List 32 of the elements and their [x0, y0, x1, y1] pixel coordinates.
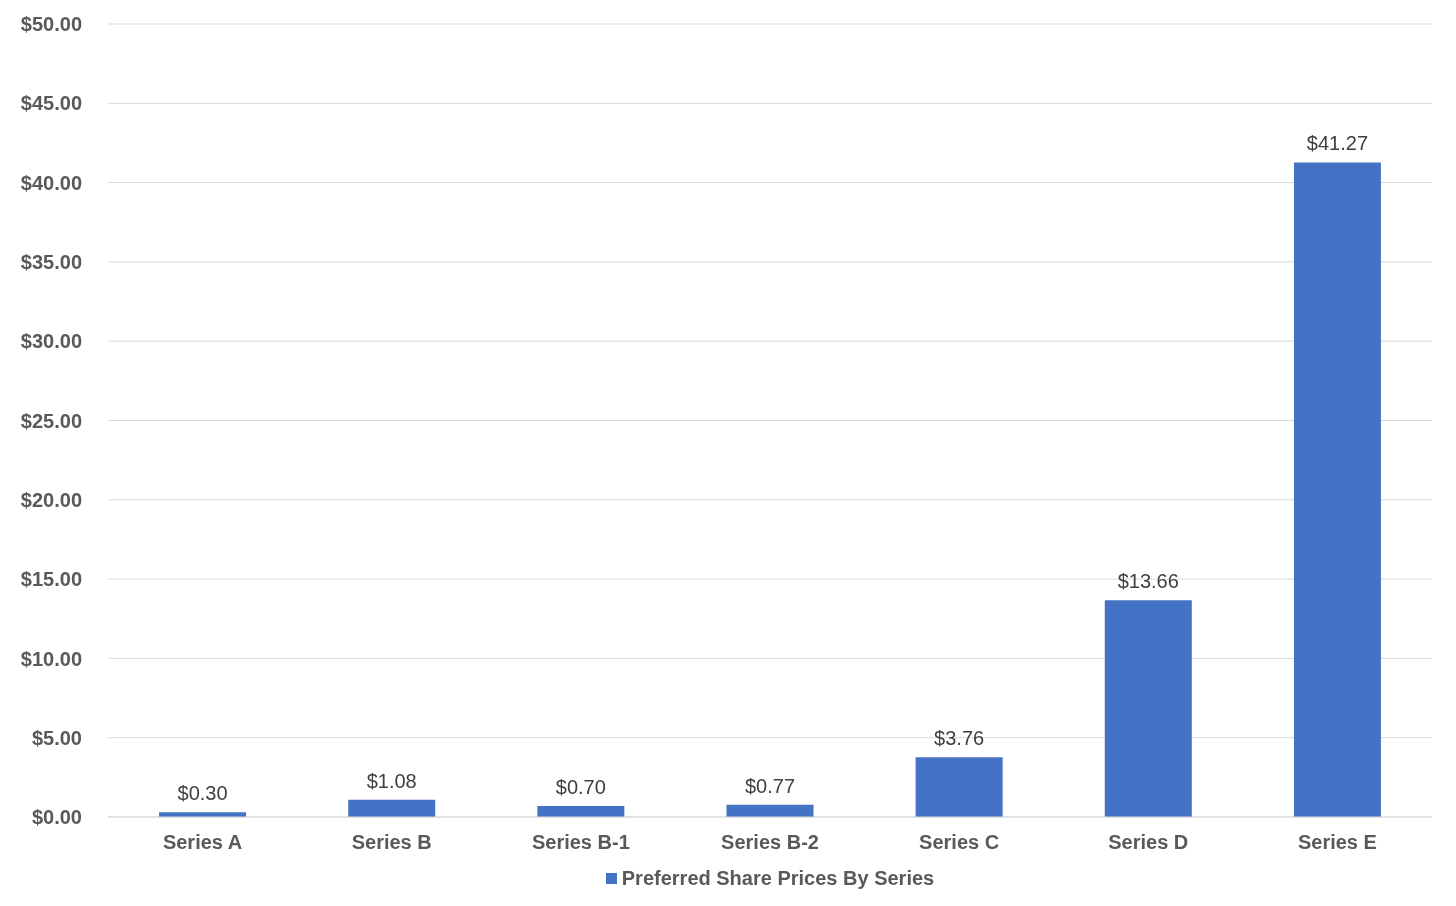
y-tick-label: $0.00: [31, 806, 82, 829]
x-tick-label: Series B-1: [531, 831, 630, 854]
bar: [348, 799, 436, 817]
data-label: $0.70: [555, 775, 606, 798]
data-label: $13.66: [1117, 570, 1179, 593]
data-label: $41.27: [1306, 132, 1369, 155]
x-tick-label: Series B-2: [721, 831, 819, 854]
data-label: $3.76: [934, 727, 985, 750]
x-tick-label: Series C: [919, 831, 1000, 854]
y-tick-label: $25.00: [20, 409, 82, 432]
bar: [1104, 600, 1192, 817]
bar: [537, 805, 625, 817]
y-tick-label: $30.00: [20, 330, 82, 353]
x-tick-label: Series A: [162, 831, 243, 854]
y-tick-label: $40.00: [20, 171, 82, 194]
data-label: $1.08: [366, 769, 417, 792]
y-tick-label: $10.00: [20, 647, 82, 670]
y-tick-label: $5.00: [31, 726, 82, 749]
x-tick-label: Series E: [1297, 831, 1377, 854]
x-tick-label: Series D: [1108, 831, 1189, 854]
y-tick-label: $15.00: [20, 568, 82, 591]
bar: [915, 757, 1003, 817]
data-label: $0.30: [177, 782, 228, 805]
x-tick-label: Series B: [351, 831, 432, 854]
bar: [1293, 162, 1381, 817]
y-tick-label: $35.00: [20, 251, 82, 273]
y-tick-label: $20.00: [20, 488, 82, 511]
bar: [726, 804, 814, 817]
y-tick-label: $50.00: [20, 13, 82, 36]
data-label: $0.77: [744, 774, 796, 797]
y-tick-label: $45.00: [20, 92, 82, 115]
legend-label: Preferred Share Prices By Series: [621, 867, 935, 890]
